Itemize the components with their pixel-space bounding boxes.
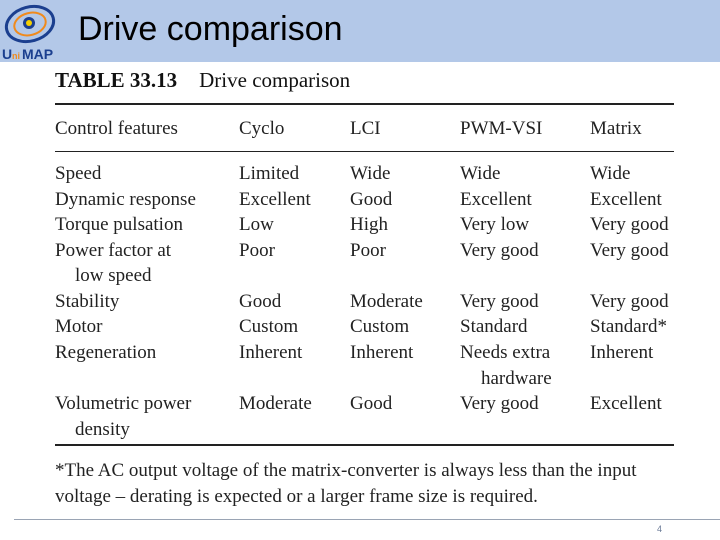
table-cell-lci: Good: [350, 189, 393, 210]
table-cell-pwm-vsi: Very good: [460, 240, 539, 261]
table-cell-matrix: Standard*: [590, 316, 668, 337]
table-top-rule: [55, 103, 674, 105]
table-cell-pwm-vsi: Very low: [460, 214, 530, 235]
table-number: TABLE 33.13: [55, 68, 178, 92]
table-cell-cyclo: Moderate: [239, 393, 312, 414]
column-header-features: Control features: [55, 118, 178, 139]
table-cell-feature: Speed: [55, 163, 102, 184]
table-cell-pwm-vsi: Very good: [460, 393, 539, 414]
table-cell-feature: Torque pulsation: [55, 214, 183, 235]
table-caption: TABLE 33.13 Drive comparison: [55, 68, 350, 93]
table-cell-lci: High: [350, 214, 388, 235]
table-cell-lci: Poor: [350, 240, 386, 261]
table-cell-matrix: Wide: [590, 163, 631, 184]
title-bar: [0, 0, 720, 62]
table-cell-pwm-vsi: Very good: [460, 291, 539, 312]
table-cell-matrix: Very good: [590, 214, 669, 235]
table-cell-feature-continued: low speed: [75, 265, 152, 286]
slide-title: Drive comparison: [78, 10, 343, 48]
table-footnote: *The AC output voltage of the matrix-con…: [55, 460, 637, 507]
table-cell-matrix: Inherent: [590, 342, 654, 363]
page-number: 4: [657, 524, 663, 534]
table-cell-pwm-vsi: Needs extra: [460, 342, 551, 363]
table-cell-cyclo: Low: [239, 214, 274, 235]
table-cell-feature: Dynamic response: [55, 189, 196, 210]
table-cell-lci: Wide: [350, 163, 391, 184]
table-cell-cyclo: Custom: [239, 316, 299, 337]
column-header-lci: LCI: [350, 118, 381, 139]
table-cell-feature: Motor: [55, 316, 103, 337]
table-cell-pwm-vsi: Excellent: [460, 189, 532, 210]
university-logo: U ni MAP: [2, 4, 56, 62]
column-header-cyclo: Cyclo: [239, 118, 285, 139]
table-cell-matrix: Very good: [590, 240, 669, 261]
svg-text:MAP: MAP: [22, 46, 53, 62]
table-caption-text: Drive comparison: [199, 68, 351, 92]
table-cell-feature-continued: density: [75, 419, 130, 440]
table-cell-feature: Power factor at: [55, 240, 172, 261]
table-cell-matrix: Excellent: [590, 189, 662, 210]
table-cell-lci: Good: [350, 393, 393, 414]
table-cell-cyclo: Inherent: [239, 342, 303, 363]
table-cell-feature: Regeneration: [55, 342, 157, 363]
table-cell-lci: Inherent: [350, 342, 414, 363]
column-header-pwm-vsi: PWM-VSI: [460, 118, 543, 139]
table-cell-matrix: Very good: [590, 291, 669, 312]
table-cell-matrix: Excellent: [590, 393, 662, 414]
table-cell-cyclo: Good: [239, 291, 282, 312]
table-cell-lci: Custom: [350, 316, 410, 337]
table-cell-lci: Moderate: [350, 291, 423, 312]
table-cell-feature: Volumetric power: [55, 393, 192, 414]
svg-text:U: U: [2, 46, 12, 62]
table-cell-cyclo: Limited: [239, 163, 300, 184]
table-cell-cyclo: Poor: [239, 240, 275, 261]
column-header-matrix: Matrix: [590, 118, 642, 139]
table-cell-pwm-vsi: Standard: [460, 316, 528, 337]
table-cell-pwm-vsi-continued: hardware: [481, 368, 552, 389]
table-cell-pwm-vsi: Wide: [460, 163, 501, 184]
table-cell-cyclo: Excellent: [239, 189, 311, 210]
svg-text:ni: ni: [12, 51, 20, 61]
footer-divider: [14, 519, 720, 520]
table-header-rule: [55, 151, 674, 152]
table-bottom-rule: [55, 444, 674, 446]
table-cell-feature: Stability: [55, 291, 120, 312]
